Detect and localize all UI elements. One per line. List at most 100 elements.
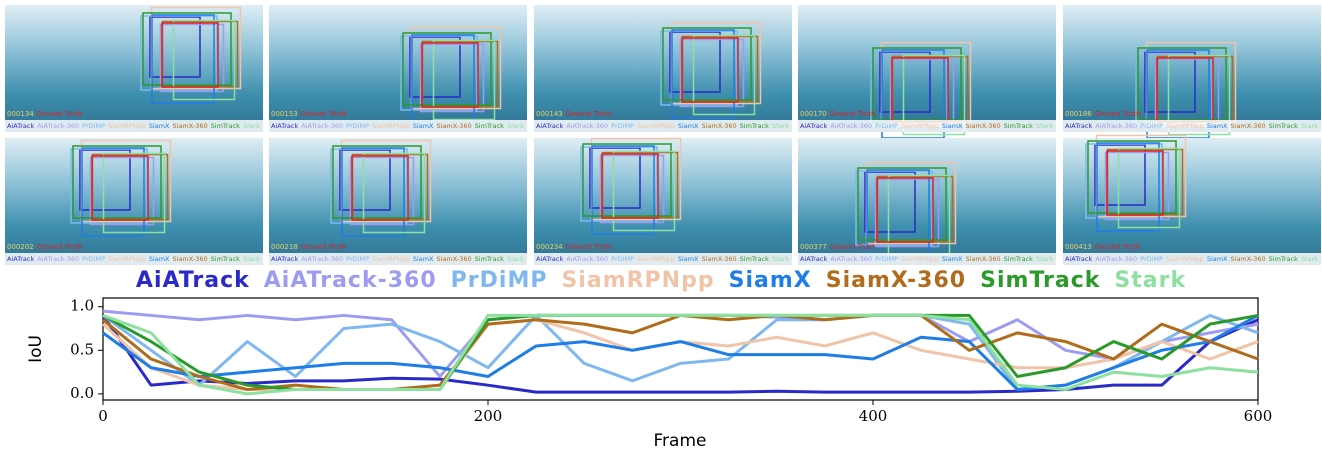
ground-truth-label: Ground Truth — [1095, 243, 1141, 251]
panel-legend-entry: SimTrack — [740, 255, 770, 263]
panel-legend-entry: SiamX — [413, 255, 434, 263]
panel-legend-entry: Stark — [772, 255, 789, 263]
panel-legend-entry: Stark — [1036, 255, 1053, 263]
x-tick-label: 400 — [859, 407, 888, 425]
panel-legend-entry: Stark — [772, 122, 789, 130]
panel-legend-entry: AiATrack-360 — [37, 122, 79, 130]
panel-legend-entry: SimTrack — [1004, 255, 1034, 263]
legend-entry: SiamRPNpp — [561, 268, 714, 293]
panel-legend-entry: AiATrack — [7, 122, 34, 130]
panel-legend-entry: SiamX-360 — [173, 122, 208, 130]
panel-legend-entry: SimTrack — [1004, 122, 1034, 130]
panel-legend-entry: PrDiMP — [346, 255, 369, 263]
frame-id: 000377 — [800, 243, 827, 251]
panel-legend-entry: SiamRPNpp — [901, 122, 939, 130]
panel-legend-entry: SiamX-360 — [702, 255, 737, 263]
x-axis-label: Frame — [654, 431, 707, 451]
frame-id: 000143 — [536, 110, 563, 118]
legend-entry: AiATrack — [136, 268, 250, 293]
legend-entry: PrDiMP — [451, 268, 548, 293]
panel-legend-entry: SimTrack — [211, 122, 241, 130]
panel-legend-entry: SiamRPNpp — [901, 255, 939, 263]
panel-legend-entry: SiamX — [1207, 122, 1228, 130]
frame-id: 000234 — [536, 243, 563, 251]
panel-legend-entry: SiamRPNpp — [108, 122, 146, 130]
panel-legend-entry: PrDiMP — [346, 122, 369, 130]
ground-truth-label: Ground Truth — [566, 243, 612, 251]
panel-legend-entry: PrDiMP — [611, 122, 634, 130]
panel-legend-entry: SiamX-360 — [1231, 255, 1266, 263]
y-axis-label: IoU — [26, 335, 46, 363]
panel-legend-entry: SimTrack — [475, 255, 505, 263]
panel-legend-entry: AiATrack — [271, 122, 298, 130]
panel-legend-entry: SiamX-360 — [966, 255, 1001, 263]
panel-legend-entry: Stark — [243, 255, 260, 263]
panel-legend-entry: AiATrack — [1065, 255, 1092, 263]
panel-legend-entry: SiamX — [942, 255, 963, 263]
panel-legend-entry: SiamRPNpp — [637, 122, 675, 130]
panel-legend-entry: Stark — [507, 122, 524, 130]
legend-entry: SiamX — [729, 268, 812, 293]
panel-legend-entry: PrDiMP — [1140, 122, 1163, 130]
panel-legend-entry: AiATrack-360 — [1095, 122, 1137, 130]
panel-legend-entry: SiamRPNpp — [1166, 122, 1204, 130]
panel-legend-entry: AiATrack — [271, 255, 298, 263]
panel-legend-entry: AiATrack — [800, 122, 827, 130]
panel-legend-entry: AiATrack — [536, 255, 563, 263]
legend-entry: SimTrack — [980, 268, 1101, 293]
legend-entry: Stark — [1114, 268, 1186, 293]
ground-truth-label: Ground Truth — [566, 110, 612, 118]
panel-legend-entry: AiATrack — [800, 255, 827, 263]
panel-legend-entry: SiamRPNpp — [1166, 255, 1204, 263]
legend-entry: SiamX-360 — [826, 268, 966, 293]
panel-legend-entry: Stark — [1301, 122, 1318, 130]
panel-legend-entry: AiATrack — [536, 122, 563, 130]
panel-legend-entry: SiamX — [149, 255, 170, 263]
frame-id: 000170 — [800, 110, 827, 118]
panel-legend-entry: SiamX — [678, 122, 699, 130]
panel-legend-entry: PrDiMP — [1140, 255, 1163, 263]
legend: AiATrack AiATrack-360 PrDiMP SiamRPNpp SiamX… — [136, 268, 1187, 293]
panel-legend-entry: AiATrack — [1065, 122, 1092, 130]
x-tick-label: 600 — [1244, 407, 1273, 425]
panel-legend-entry: SiamRPNpp — [108, 255, 146, 263]
panel-legend-entry: AiATrack-360 — [301, 255, 343, 263]
y-tick-label: 0.0 — [70, 384, 94, 402]
panel-legend-entry: AiATrack-360 — [830, 122, 872, 130]
panel-legend-entry: Stark — [243, 122, 260, 130]
panel-legend-entry: PrDiMP — [82, 255, 105, 263]
y-tick-label: 1.0 — [70, 297, 94, 315]
panel-legend-entry: SiamX — [413, 122, 434, 130]
frame-id: 000134 — [7, 110, 34, 118]
x-tick-label: 200 — [474, 407, 503, 425]
panel-legend-entry: AiATrack-360 — [566, 122, 608, 130]
ground-truth-label: Ground Truth — [37, 243, 83, 251]
panel-legend-entry: AiATrack-360 — [830, 255, 872, 263]
panel-legend-entry: SimTrack — [1269, 255, 1299, 263]
panel-legend-entry: SiamX — [678, 255, 699, 263]
ground-truth-label: Ground Truth — [830, 243, 876, 251]
legend-entry: AiATrack-360 — [264, 268, 437, 293]
panel-legend-entry: Stark — [1301, 255, 1318, 263]
ground-truth-label: Ground Truth — [830, 110, 876, 118]
ground-truth-label: Ground Truth — [37, 110, 83, 118]
panel-legend-entry: AiATrack-360 — [301, 122, 343, 130]
panel-legend-entry: Stark — [507, 255, 524, 263]
panel-legend-entry: SiamX-360 — [702, 122, 737, 130]
panel-legend-entry: PrDiMP — [875, 255, 898, 263]
panel-legend-entry: SimTrack — [1269, 122, 1299, 130]
frame-id: 000413 — [1065, 243, 1092, 251]
panel-legend-entry: SiamX-360 — [173, 255, 208, 263]
series-line — [103, 311, 1258, 376]
ground-truth-label: Ground Truth — [301, 110, 347, 118]
frame-id: 000218 — [271, 243, 298, 251]
panel-legend-entry: AiATrack — [7, 255, 34, 263]
panel-legend-entry: SimTrack — [475, 122, 505, 130]
panel-legend-entry: SiamX — [149, 122, 170, 130]
ground-truth-label: Ground Truth — [301, 243, 347, 251]
panel-legend-entry: Stark — [1036, 122, 1053, 130]
panel-legend-entry: PrDiMP — [875, 122, 898, 130]
panel-legend-entry: SiamRPNpp — [637, 255, 675, 263]
panel-legend-entry: SiamX-360 — [1231, 122, 1266, 130]
y-tick-label: 0.5 — [70, 340, 94, 358]
